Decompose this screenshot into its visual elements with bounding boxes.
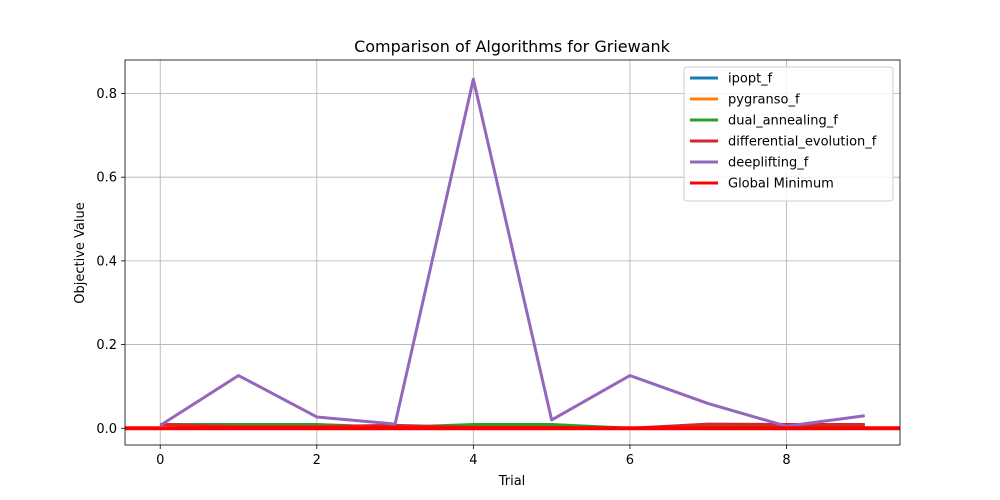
- y-tick-label: 0.4: [96, 254, 117, 269]
- legend-box: [683, 66, 894, 202]
- x-tick-label: 2: [313, 453, 321, 468]
- legend-label: Global Minimum: [728, 177, 834, 192]
- x-tick-label: 0: [156, 453, 164, 468]
- legend-label: ipopt_f: [728, 72, 773, 87]
- y-axis-label: Objective Value: [73, 202, 88, 303]
- legend-label: differential_evolution_f: [728, 135, 877, 150]
- legend-label: deeplifting_f: [728, 156, 809, 171]
- y-tick-label: 0.2: [96, 338, 117, 353]
- plot-frame: [124, 59, 901, 446]
- y-tick-label: 0.6: [96, 171, 117, 186]
- legend-label: dual_annealing_f: [728, 114, 838, 129]
- x-tick-label: 4: [469, 453, 477, 468]
- y-tick-label: 0.8: [96, 87, 117, 102]
- ticks: 0 2 4 6 8 0.0 0.2 0.4 0.6 0.8: [96, 87, 790, 468]
- x-tick-label: 8: [782, 453, 790, 468]
- x-tick-label: 6: [626, 453, 634, 468]
- legend: ipopt_f pygranso_f dual_annealing_fdiffere…: [683, 66, 894, 202]
- series-line-deeplifting_f: [159, 77, 865, 428]
- series-lines: [125, 77, 900, 431]
- legend-label: pygranso_f: [728, 93, 800, 108]
- axes: [124, 59, 901, 446]
- chart-title: Comparison of Algorithms for Griewank: [354, 37, 671, 56]
- y-tick-label: 0.0: [96, 422, 117, 437]
- x-axis-label: Trial: [498, 474, 526, 489]
